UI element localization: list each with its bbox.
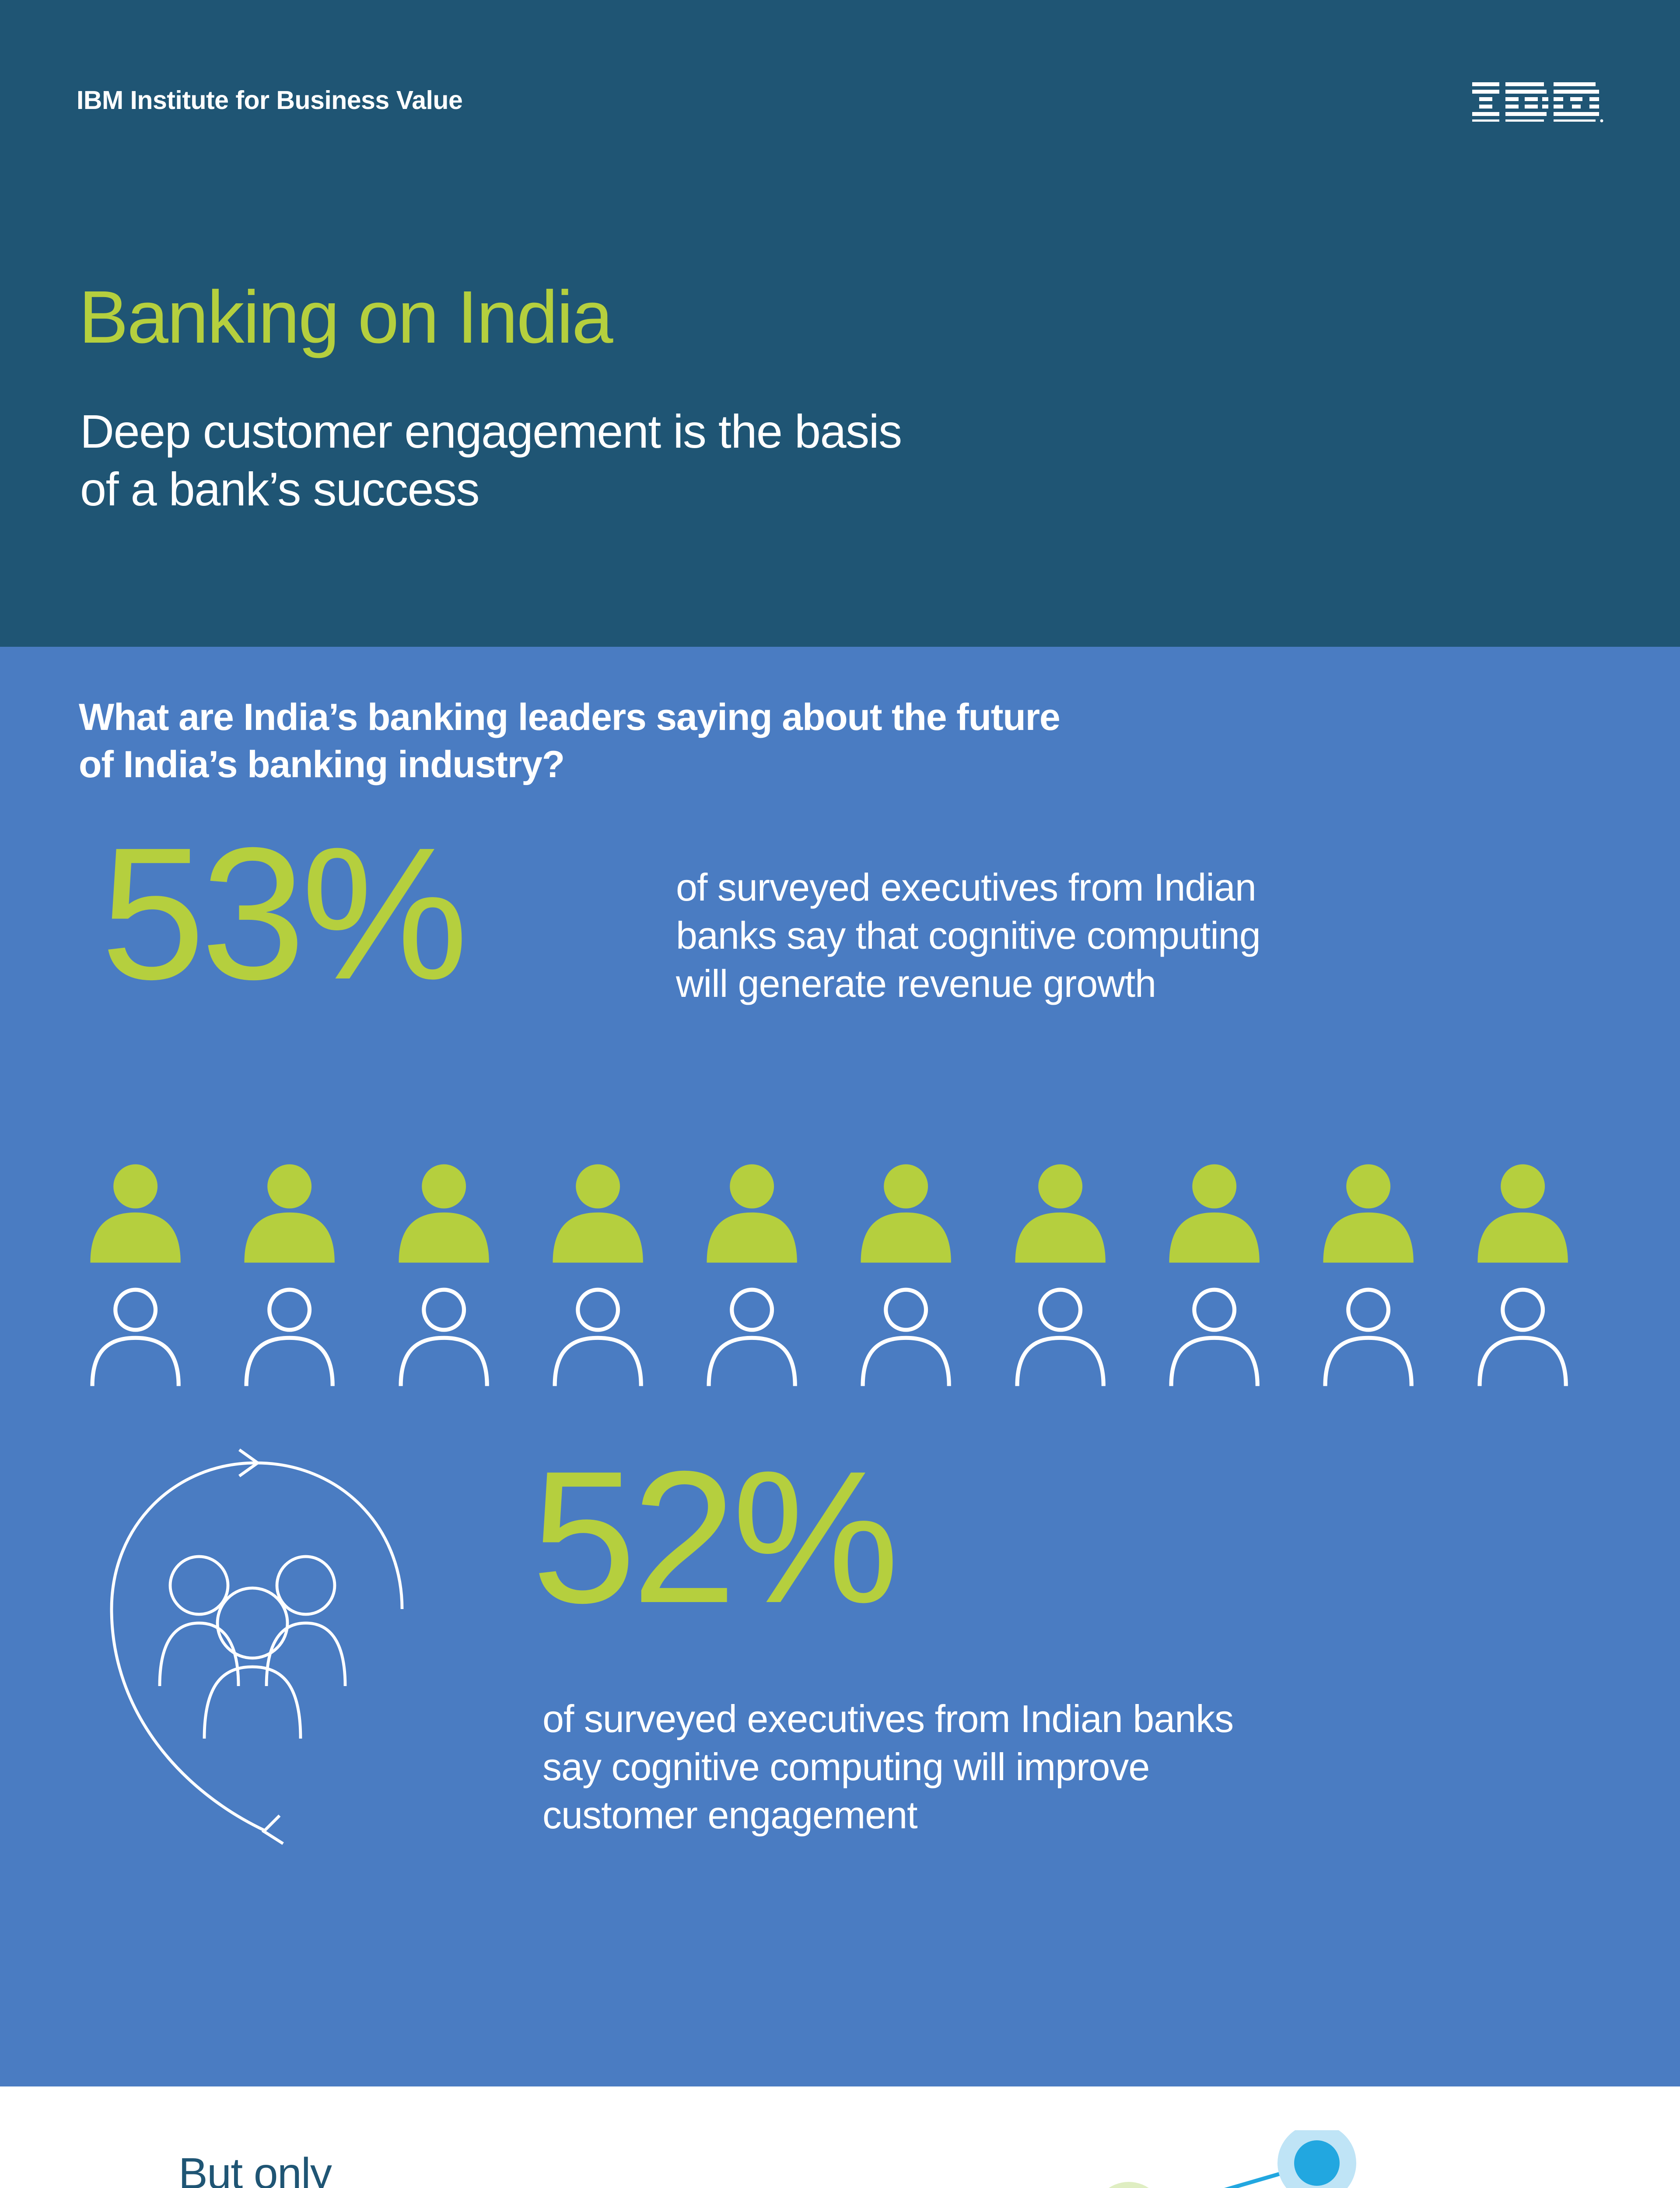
stat1-value: 53% <box>101 809 469 1019</box>
person-icon <box>244 1164 335 1263</box>
stat2-line-3: customer engagement <box>542 1793 918 1837</box>
subtitle-line-2: of a bank’s success <box>80 462 480 515</box>
person-icon <box>90 1164 181 1263</box>
white-section: But only 15% are doing anything about it <box>0 2086 1680 2188</box>
person-icon <box>1477 1164 1568 1263</box>
person-icon <box>707 1287 798 1386</box>
person-icon <box>244 1287 335 1386</box>
pictogram-row-outline <box>85 1282 1573 1392</box>
question-heading: What are India’s banking leaders saying … <box>79 694 1060 788</box>
person-icon <box>553 1287 643 1386</box>
person-icon <box>1015 1287 1106 1386</box>
person-icon <box>1015 1164 1106 1263</box>
person-icon <box>553 1164 643 1263</box>
subtitle-line-1: Deep customer engagement is the basis <box>80 405 902 458</box>
stat2-line-2: say cognitive computing will improve <box>542 1745 1150 1788</box>
question-line-1: What are India’s banking leaders saying … <box>79 696 1060 738</box>
person-icon <box>1169 1287 1260 1386</box>
brand-line: IBM Institute for Business Value <box>77 86 463 115</box>
person-icon <box>707 1164 798 1263</box>
page-subtitle: Deep customer engagement is the basis of… <box>80 403 902 518</box>
person-icon <box>861 1164 952 1263</box>
person-icon <box>1323 1164 1414 1263</box>
person-icon <box>1169 1164 1260 1263</box>
pictogram-row-filled <box>85 1159 1573 1268</box>
person-icon <box>1477 1287 1568 1386</box>
question-line-2: of India’s banking industry? <box>79 743 565 785</box>
stat2-value: 52% <box>532 1432 900 1642</box>
but-only-label: But only <box>178 2149 332 2188</box>
stat2-description: of surveyed executives from Indian banks… <box>542 1695 1592 1839</box>
network-nodes-icon <box>923 2124 1514 2188</box>
stat2-line-1: of surveyed executives from Indian banks <box>542 1697 1234 1740</box>
stat2-block: 52% of surveyed executives from Indian b… <box>0 1410 1680 1979</box>
people-cycle-icon <box>77 1424 435 1870</box>
person-icon <box>1323 1287 1414 1386</box>
stat1-line-3: will generate revenue growth <box>676 962 1156 1005</box>
header-section: IBM Institute for Business Value <box>0 0 1680 647</box>
blue-body-section: What are India’s banking leaders saying … <box>0 647 1680 2086</box>
person-icon <box>399 1287 489 1386</box>
pictogram-chart <box>85 1159 1573 1392</box>
stat1-line-1: of surveyed executives from Indian <box>676 866 1256 909</box>
stat1-description: of surveyed executives from Indian banks… <box>676 863 1551 1008</box>
stat1-line-2: banks say that cognitive computing <box>676 914 1261 957</box>
page-title: Banking on India <box>79 276 613 359</box>
person-icon <box>399 1164 489 1263</box>
stat3-value: 15% <box>173 2174 574 2188</box>
person-icon <box>861 1287 952 1386</box>
person-icon <box>90 1287 181 1386</box>
ibm-logo <box>1472 70 1603 123</box>
